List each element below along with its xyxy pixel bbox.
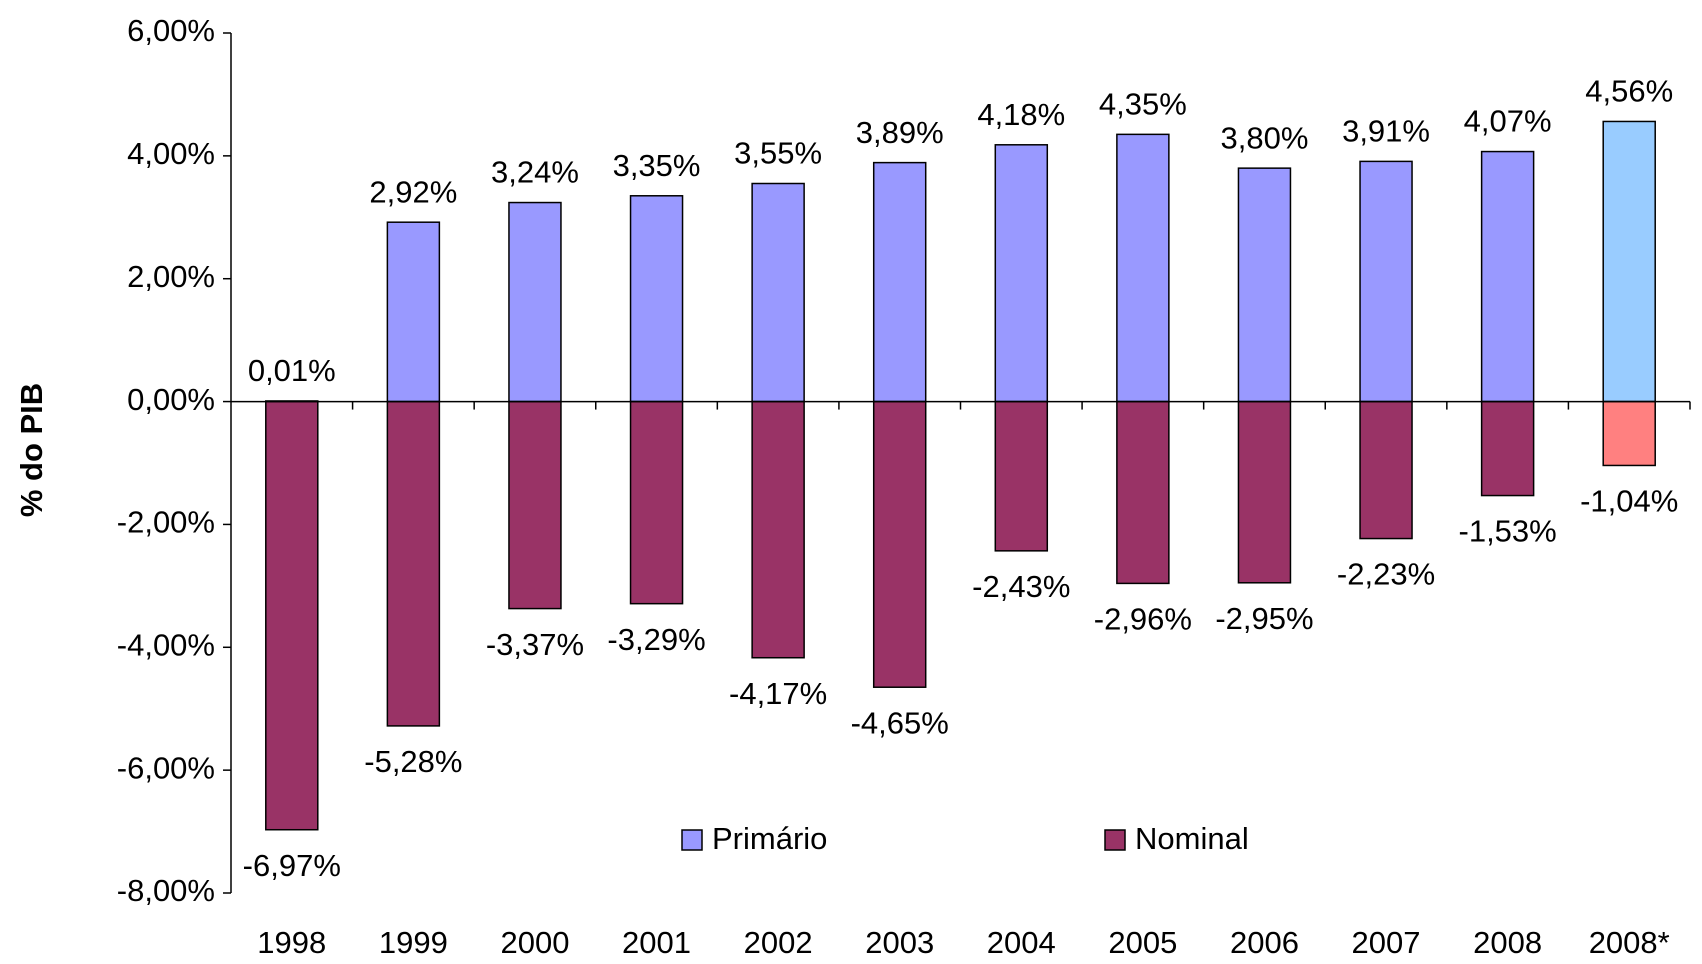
value-label: -1,53% — [1459, 514, 1557, 549]
x-tick-label: 2008* — [1589, 925, 1670, 960]
x-tick-label: 1999 — [379, 925, 448, 960]
y-tick-label: 6,00% — [127, 13, 215, 48]
value-label: 4,35% — [1099, 87, 1187, 122]
x-tick-label: 2003 — [865, 925, 934, 960]
bar — [1116, 400, 1170, 585]
y-tick-label: 0,00% — [127, 382, 215, 417]
bar — [629, 400, 684, 605]
bar — [751, 400, 805, 659]
value-label: 4,07% — [1464, 104, 1552, 139]
legend-swatch — [681, 829, 703, 851]
x-tick-label: 2004 — [987, 925, 1056, 960]
bar — [1237, 400, 1292, 584]
x-tick-label: 1998 — [257, 925, 326, 960]
bar — [872, 400, 927, 688]
bar — [1480, 400, 1535, 497]
value-label: -6,97% — [243, 848, 341, 883]
bar — [994, 144, 1049, 403]
value-label: 3,91% — [1342, 114, 1430, 149]
x-tick-label: 2007 — [1352, 925, 1421, 960]
y-tick-label: -2,00% — [117, 505, 215, 540]
value-label: 4,18% — [977, 97, 1065, 132]
bar — [1480, 150, 1535, 403]
y-tick-label: -6,00% — [117, 750, 215, 785]
bar — [751, 182, 805, 403]
bar — [265, 400, 319, 831]
value-label: 3,24% — [491, 155, 579, 190]
bar — [386, 400, 441, 727]
value-label: -3,29% — [607, 622, 705, 657]
bar — [508, 201, 562, 403]
value-label: 3,80% — [1221, 120, 1309, 155]
bar — [386, 221, 441, 403]
x-tick-label: 2001 — [622, 925, 691, 960]
bar — [629, 195, 684, 403]
value-label: -2,96% — [1094, 602, 1192, 637]
value-label: -4,17% — [729, 676, 827, 711]
bar — [508, 400, 562, 610]
value-label: -2,95% — [1215, 601, 1313, 636]
value-label: -2,23% — [1337, 557, 1435, 592]
value-label: 3,55% — [734, 136, 822, 171]
value-label: -1,04% — [1580, 484, 1678, 519]
value-label: 4,56% — [1585, 74, 1673, 109]
y-axis-title: % do PIB — [14, 383, 49, 517]
y-tick-label: 4,00% — [127, 136, 215, 171]
bar — [1359, 400, 1413, 540]
bar — [1116, 133, 1170, 403]
x-tick-label: 2005 — [1108, 925, 1177, 960]
value-label: 3,35% — [613, 148, 701, 183]
bar — [872, 161, 927, 403]
legend-swatch — [1104, 829, 1126, 851]
bar — [1237, 167, 1292, 403]
x-tick-label: 2008 — [1473, 925, 1542, 960]
x-tick-label: 2006 — [1230, 925, 1299, 960]
value-label: 2,92% — [369, 174, 457, 209]
bar — [1359, 160, 1413, 403]
value-label: -5,28% — [364, 744, 462, 779]
bar — [994, 400, 1049, 552]
legend-label: Primário — [712, 821, 827, 856]
bar — [1602, 120, 1656, 403]
value-label: 0,01% — [248, 353, 336, 388]
value-label: -2,43% — [972, 569, 1070, 604]
x-tick-label: 2000 — [500, 925, 569, 960]
y-tick-label: -8,00% — [117, 873, 215, 908]
y-tick-label: -4,00% — [117, 627, 215, 662]
value-label: -3,37% — [486, 627, 584, 662]
value-label: -4,65% — [851, 705, 949, 740]
legend-label: Nominal — [1135, 821, 1249, 856]
y-tick-label: 2,00% — [127, 259, 215, 294]
x-tick-label: 2002 — [744, 925, 813, 960]
bar — [1602, 400, 1656, 467]
value-label: 3,89% — [856, 115, 944, 150]
